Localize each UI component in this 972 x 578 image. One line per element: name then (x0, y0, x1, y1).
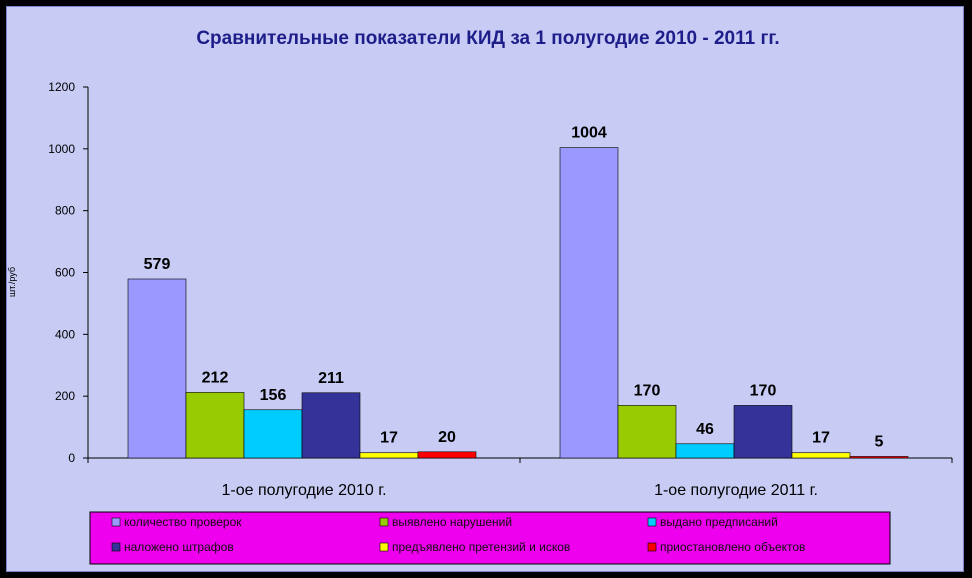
bar (185, 392, 245, 459)
legend: количество проверок выявлено нарушений выд… (89, 511, 891, 565)
data-label: 46 (696, 421, 714, 438)
legend-entry: предъявлено претензий и исков (392, 540, 570, 554)
data-label: 579 (144, 256, 171, 273)
y-tick-label: 600 (55, 266, 75, 280)
data-label: 170 (750, 382, 777, 399)
plot-area: 0 200 400 600 800 1000 1200 579 212 156 211 17 20 1-о… (48, 80, 953, 499)
bar (359, 452, 419, 459)
chart-title: Сравнительные показатели КИД за 1 полуго… (196, 28, 779, 49)
bar (127, 278, 187, 459)
data-label: 170 (634, 382, 661, 399)
y-tick-label: 200 (55, 389, 75, 403)
x-category-label: 1-ое полугодие 2010 г. (221, 482, 386, 499)
bar (559, 147, 619, 459)
legend-swatch (111, 542, 121, 552)
data-label: 1004 (571, 125, 607, 142)
bar (243, 409, 303, 459)
bar (617, 405, 677, 459)
bar (791, 452, 851, 459)
bar (675, 443, 735, 459)
legend-entry: приостановлено объектов (660, 540, 805, 554)
legend-swatch (379, 542, 389, 552)
data-label: 5 (875, 433, 884, 450)
bar (417, 451, 477, 459)
legend-swatch (647, 542, 657, 552)
data-label: 17 (380, 430, 398, 447)
x-category-label: 1-ое полугодие 2011 г. (654, 482, 818, 499)
y-tick-label: 0 (68, 451, 75, 465)
legend-swatch (379, 517, 389, 527)
data-label: 212 (202, 369, 229, 386)
legend-swatch (111, 517, 121, 527)
data-label: 17 (812, 430, 830, 447)
bar (849, 456, 909, 459)
data-label: 156 (260, 387, 287, 404)
y-tick-label: 400 (55, 327, 75, 341)
legend-entry: выдано предписаний (660, 515, 778, 529)
bar (301, 392, 361, 459)
y-tick-label: 1200 (48, 80, 75, 94)
bar (733, 405, 793, 459)
legend-entry: наложено штрафов (124, 540, 234, 554)
legend-entry: количество проверок (124, 515, 242, 529)
y-axis-label: шт./руб (7, 267, 17, 297)
legend-box (89, 511, 891, 565)
y-tick-label: 800 (55, 204, 75, 218)
data-label: 211 (318, 370, 344, 387)
data-label: 20 (438, 429, 456, 446)
legend-swatch (647, 517, 657, 527)
y-tick-label: 1000 (48, 142, 75, 156)
legend-entry: выявлено нарушений (392, 515, 512, 529)
